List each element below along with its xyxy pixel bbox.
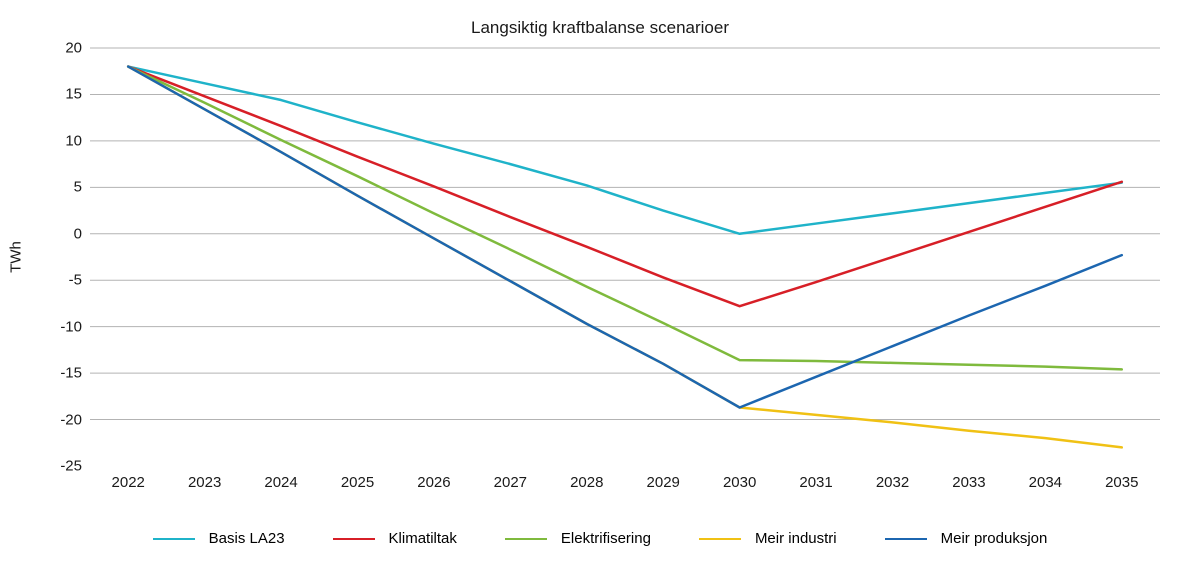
legend-label: Meir produksjon: [941, 530, 1048, 547]
y-tick-label: -25: [60, 458, 90, 475]
x-tick-label: 2026: [417, 466, 450, 491]
legend-swatch: [505, 538, 547, 540]
x-tick-label: 2035: [1105, 466, 1138, 491]
legend-item: Basis LA23: [153, 530, 285, 547]
chart-title: Langsiktig kraftbalanse scenarioer: [0, 18, 1200, 38]
legend-item: Meir produksjon: [885, 530, 1048, 547]
legend-swatch: [153, 538, 195, 540]
legend: Basis LA23 Klimatiltak Elektrifisering Meir…: [0, 530, 1200, 547]
y-tick-label: 20: [65, 40, 90, 57]
legend-label: Meir industri: [755, 530, 837, 547]
y-tick-label: -20: [60, 411, 90, 428]
y-axis-label: TWh: [8, 241, 25, 273]
x-tick-label: 2030: [723, 466, 756, 491]
chart-container: Langsiktig kraftbalanse scenarioer TWh 2…: [0, 0, 1200, 569]
y-tick-label: 10: [65, 132, 90, 149]
x-tick-label: 2023: [188, 466, 221, 491]
series-line: [128, 67, 1122, 370]
x-tick-label: 2031: [799, 466, 832, 491]
y-tick-label: -5: [69, 272, 90, 289]
series-line: [128, 67, 1122, 408]
x-tick-label: 2022: [112, 466, 145, 491]
legend-item: Meir industri: [699, 530, 837, 547]
x-tick-label: 2033: [952, 466, 985, 491]
y-tick-label: 0: [74, 225, 90, 242]
legend-item: Elektrifisering: [505, 530, 651, 547]
x-tick-label: 2024: [264, 466, 297, 491]
x-tick-label: 2027: [494, 466, 527, 491]
legend-swatch: [333, 538, 375, 540]
legend-item: Klimatiltak: [333, 530, 457, 547]
x-tick-label: 2034: [1029, 466, 1062, 491]
x-tick-label: 2028: [570, 466, 603, 491]
x-tick-label: 2029: [647, 466, 680, 491]
legend-label: Klimatiltak: [389, 530, 457, 547]
series-line: [128, 67, 1122, 307]
legend-swatch: [699, 538, 741, 540]
legend-label: Basis LA23: [209, 530, 285, 547]
y-tick-label: 5: [74, 179, 90, 196]
x-tick-label: 2032: [876, 466, 909, 491]
plot-area: 20151050-5-10-15-20-25202220232024202520…: [90, 48, 1160, 466]
y-tick-label: -10: [60, 318, 90, 335]
chart-svg: [90, 48, 1160, 466]
y-tick-label: -15: [60, 365, 90, 382]
y-tick-label: 15: [65, 86, 90, 103]
x-tick-label: 2025: [341, 466, 374, 491]
legend-label: Elektrifisering: [561, 530, 651, 547]
legend-swatch: [885, 538, 927, 540]
